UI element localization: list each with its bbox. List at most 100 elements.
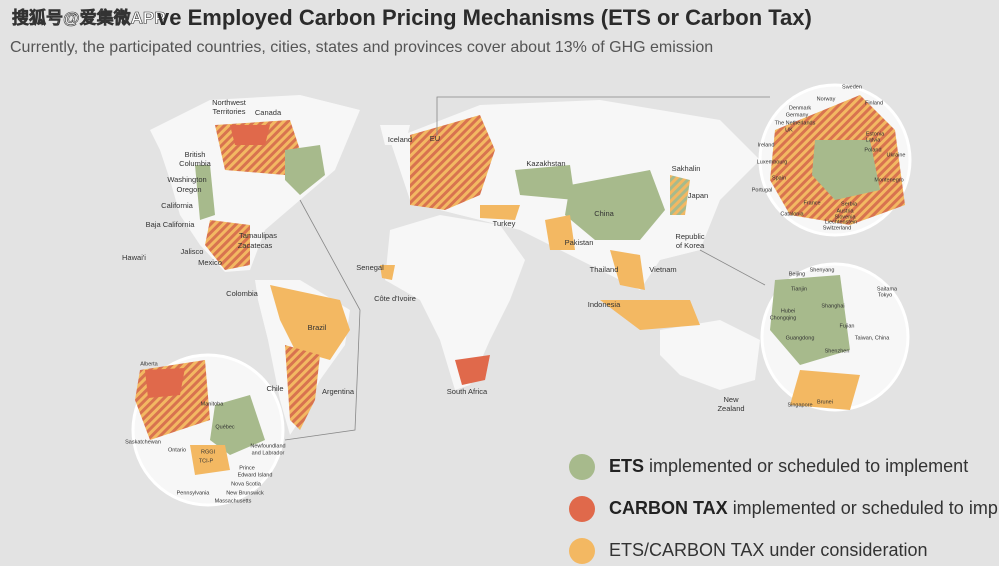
place-label: Ireland xyxy=(758,142,775,148)
place-label: Chongqing xyxy=(770,315,797,321)
place-label: Massachusetts xyxy=(215,498,252,504)
place-label: Estonia xyxy=(866,131,885,137)
place-label: Switzerland xyxy=(823,225,851,231)
place-label: Finland xyxy=(865,100,883,106)
place-label: Pakistan xyxy=(565,238,594,247)
place-label: New Brunswick xyxy=(226,490,264,496)
place-label: UK xyxy=(785,127,793,133)
place-label: Serbia xyxy=(841,201,858,207)
place-label: Germany xyxy=(786,112,809,118)
place-label: Mexico xyxy=(198,258,222,267)
place-label: Baja California xyxy=(146,220,196,229)
place-label: Poland xyxy=(864,147,881,153)
region-fills xyxy=(195,115,700,430)
place-label: Saskatchewan xyxy=(125,439,161,445)
place-label: Norway xyxy=(817,96,836,102)
place-label: Washington xyxy=(167,175,206,184)
place-label: Zacatecas xyxy=(238,241,273,250)
legend-swatch xyxy=(569,454,595,480)
subtitle: Currently, the participated countries, c… xyxy=(10,39,713,56)
place-label: Kazakhstan xyxy=(526,159,565,168)
place-label: Shenzhen xyxy=(825,348,850,354)
place-label: Tianjin xyxy=(791,286,807,292)
place-label: Territories xyxy=(213,107,246,116)
legend-key: CARBON TAX xyxy=(609,498,728,518)
legend-key: ETS xyxy=(609,456,644,476)
place-label: California xyxy=(161,201,194,210)
place-label: Guangdong xyxy=(786,335,815,341)
place-label: Columbia xyxy=(179,159,212,168)
place-label: Liechtenstein xyxy=(825,219,857,225)
place-label: Brazil xyxy=(308,323,327,332)
place-label: Shanghai xyxy=(821,303,844,309)
place-label: Slovenia xyxy=(834,214,856,220)
place-label: Canada xyxy=(255,108,282,117)
place-label: Japan xyxy=(688,191,708,200)
place-label: Prince xyxy=(239,465,255,471)
legend: ETS implemented or scheduled to implemen… xyxy=(569,454,999,564)
place-label: South Africa xyxy=(447,387,488,396)
place-label: China xyxy=(594,209,614,218)
place-label: Chile xyxy=(266,384,283,393)
place-label: Vietnam xyxy=(649,265,676,274)
place-label: Beijing xyxy=(789,271,806,277)
place-label: Senegal xyxy=(356,263,384,272)
legend-text: ETS/CARBON TAX under consideration xyxy=(609,540,927,560)
place-label: Denmark xyxy=(789,105,812,111)
place-label: Manitoba xyxy=(201,401,225,407)
place-label: Taiwan, China xyxy=(855,335,890,341)
place-label: France xyxy=(803,200,820,206)
legend-swatch xyxy=(569,496,595,522)
place-label: Oregon xyxy=(176,185,201,194)
legend-text: implemented or scheduled to implement xyxy=(733,498,999,518)
legend-label: ETS implemented or scheduled to implemen… xyxy=(609,456,968,476)
place-label: Newfoundland xyxy=(250,443,285,449)
place-label: Alberta xyxy=(140,361,158,367)
place-label: Singapore xyxy=(787,402,812,408)
place-label: New xyxy=(723,395,739,404)
place-label: Hubei xyxy=(781,308,795,314)
place-label: Fujian xyxy=(840,323,855,329)
place-label: Shenyang xyxy=(810,267,835,273)
place-label: Latvia xyxy=(866,137,882,143)
place-label: RGGI xyxy=(201,449,216,455)
place-label: Iceland xyxy=(388,135,412,144)
place-label: Québec xyxy=(215,424,235,430)
place-label: Tamaulipas xyxy=(239,231,277,240)
place-label: Tokyo xyxy=(878,292,892,298)
place-label: Brunei xyxy=(817,399,833,405)
title: ve Employed Carbon Pricing Mechanisms (E… xyxy=(157,5,812,30)
place-label: Sweden xyxy=(842,84,862,90)
place-label: Luxembourg xyxy=(757,159,788,165)
place-label: Pennsylvania xyxy=(177,490,211,496)
place-label: Jalisco xyxy=(181,247,204,256)
place-label: Edward Island xyxy=(238,472,273,478)
place-label: British xyxy=(185,150,206,159)
legend-label: ETS/CARBON TAX under consideration xyxy=(609,540,927,560)
place-label: Thailand xyxy=(590,265,619,274)
inset-connectors xyxy=(284,96,770,441)
place-label: Republic xyxy=(675,232,704,241)
legend-label: CARBON TAX implemented or scheduled to i… xyxy=(609,498,999,518)
place-label: The Netherlands xyxy=(775,120,816,126)
place-label: Northwest xyxy=(212,98,247,107)
place-label: Montenegro xyxy=(874,177,903,183)
place-label: Côte d'Ivoire xyxy=(374,294,416,303)
legend-text: implemented or scheduled to implement xyxy=(649,456,968,476)
place-label: of Korea xyxy=(676,241,705,250)
legend-swatch xyxy=(569,538,595,564)
place-label: Indonesia xyxy=(588,300,621,309)
place-label: Catalonia xyxy=(780,211,804,217)
place-label: Colombia xyxy=(226,289,259,298)
place-label: Argentina xyxy=(322,387,355,396)
insets xyxy=(131,83,912,507)
place-label: Spain xyxy=(772,175,786,181)
place-label: Hawai'i xyxy=(122,253,146,262)
place-label: Saitama xyxy=(877,286,898,292)
place-label: Nova Scotia xyxy=(231,481,262,487)
place-label: Ontario xyxy=(168,447,186,453)
place-label: TCI-P xyxy=(199,458,214,464)
place-label: EU xyxy=(430,134,440,143)
